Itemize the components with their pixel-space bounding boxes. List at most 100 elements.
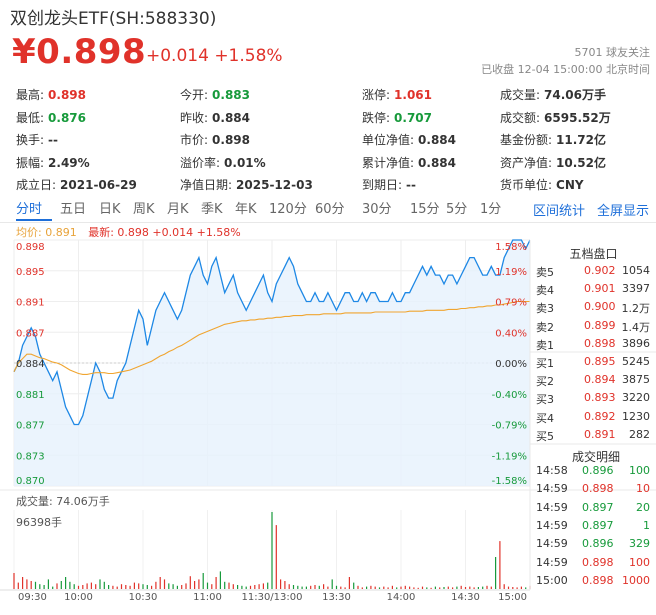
x-tick: 11:00 (193, 592, 222, 603)
volume-bar (90, 582, 92, 589)
tab-11[interactable]: 5分 (446, 202, 468, 217)
volume-bar (490, 586, 492, 589)
volume-bar (206, 582, 209, 589)
tab-8[interactable]: 60分 (315, 202, 345, 217)
volume-bar (512, 587, 514, 589)
volume-bar (129, 585, 131, 589)
x-tick: 10:00 (64, 592, 93, 603)
volume-bar (353, 582, 355, 589)
orderbook-label: 买2 (536, 375, 554, 389)
volume-bar (301, 586, 303, 589)
quote-item: 基金份额: 11.72亿 (500, 131, 606, 148)
quote-value: 0.884 (212, 110, 251, 125)
volume-bar (99, 579, 101, 589)
tab-5[interactable]: 季K (201, 202, 223, 217)
tab-3[interactable]: 周K (133, 202, 155, 217)
volume-bar (305, 586, 307, 589)
volume-bar (464, 587, 467, 589)
volume-bar (469, 586, 471, 589)
volume-bar (271, 512, 273, 589)
quote-label: 今开: (180, 88, 209, 102)
divider (0, 222, 656, 223)
period-tabs: 分时 五日 日K 周K 月K 季K 年K 120分 60分 30分 15分 5分 1分 (16, 198, 656, 220)
y-tick-right: -0.40% (492, 390, 527, 401)
y-tick-right: 0.40% (495, 328, 527, 339)
volume-bar (297, 585, 299, 589)
volume-bar (258, 584, 260, 589)
tab-12[interactable]: 1分 (480, 202, 502, 217)
trade-price: 0.897 (582, 518, 614, 532)
quote-value: 2.49% (48, 155, 90, 170)
y-tick-left: 0.877 (16, 421, 45, 432)
quote-item: 跌停: 0.707 (362, 109, 432, 126)
volume-bar (86, 583, 88, 589)
quote-value: 11.72亿 (556, 133, 607, 147)
tab-7[interactable]: 120分 (269, 202, 307, 217)
volume-bar (404, 585, 406, 589)
market-status: 已收盘 12-04 15:00:00 北京时间 (481, 63, 650, 76)
volume-bar (185, 583, 187, 589)
volume-bar (503, 584, 505, 589)
volume-bar (417, 587, 419, 589)
volume-bar (249, 585, 252, 589)
volume-bar (409, 586, 411, 589)
volume-bar (520, 586, 522, 589)
quote-label: 溢价率: (180, 155, 221, 170)
volume-bar (327, 586, 329, 589)
orderbook-label: 买4 (536, 411, 554, 425)
follower-count[interactable]: 5701 球友关注 (574, 46, 651, 59)
y-tick-left: 0.895 (16, 267, 45, 278)
tab-2[interactable]: 日K (99, 202, 121, 217)
volume-bar (159, 577, 161, 589)
volume-bar (335, 585, 338, 589)
tab-1[interactable]: 五日 (60, 202, 87, 217)
quote-item: 最低: 0.876 (16, 109, 86, 126)
volume-bar (237, 585, 239, 589)
trade-volume: 1 (643, 518, 650, 532)
volume-bar (47, 579, 49, 589)
orderbook-volume: 3875 (622, 373, 650, 387)
quote-item: 最高: 0.898 (16, 86, 86, 103)
x-tick: 14:00 (387, 592, 416, 603)
y-tick-left: 0.887 (16, 328, 45, 339)
volume-bar (400, 586, 402, 589)
tab-4[interactable]: 月K (167, 202, 189, 217)
volume-bar (374, 586, 376, 589)
volume-bar (421, 586, 424, 589)
volume-bar (482, 586, 484, 589)
volume-bar (219, 571, 221, 589)
tab-0[interactable]: 分时 (16, 202, 43, 217)
volume-bar (69, 581, 71, 589)
orderbook-label: 卖3 (536, 302, 554, 316)
quote-label: 换手: (16, 133, 45, 147)
volume-bar (314, 585, 316, 589)
quote-label: 资产净值: (500, 155, 553, 170)
volume-bar (516, 587, 518, 589)
quote-value: CNY (556, 178, 584, 192)
volume-bar (245, 586, 247, 589)
volume-bar (310, 585, 312, 589)
y-tick-left: 0.881 (16, 390, 45, 401)
tab-10[interactable]: 15分 (410, 202, 440, 217)
tab-9[interactable]: 30分 (362, 202, 392, 217)
volume-bar (138, 583, 140, 589)
orderbook-price: 0.893 (584, 391, 616, 405)
quote-value: 0.884 (418, 155, 457, 170)
volume-bar (26, 579, 28, 589)
volume-bar (198, 579, 200, 589)
quote-label: 到期日: (362, 178, 403, 192)
volume-bar (77, 585, 80, 589)
fullscreen-link[interactable]: 全屏显示 (597, 204, 650, 219)
volume-bar (473, 587, 475, 589)
trade-time: 14:59 (536, 537, 568, 551)
volume-bar (65, 577, 67, 589)
interval-stats-link[interactable]: 区间统计 (533, 204, 586, 219)
tab-6[interactable]: 年K (235, 202, 257, 217)
quote-item: 净值日期: 2025-12-03 (180, 176, 313, 193)
quote-label: 最高: (16, 88, 45, 102)
volume-bar (525, 587, 527, 589)
volume-bar (391, 585, 393, 589)
quote-label: 市价: (180, 133, 209, 147)
volume-bar (189, 576, 191, 589)
